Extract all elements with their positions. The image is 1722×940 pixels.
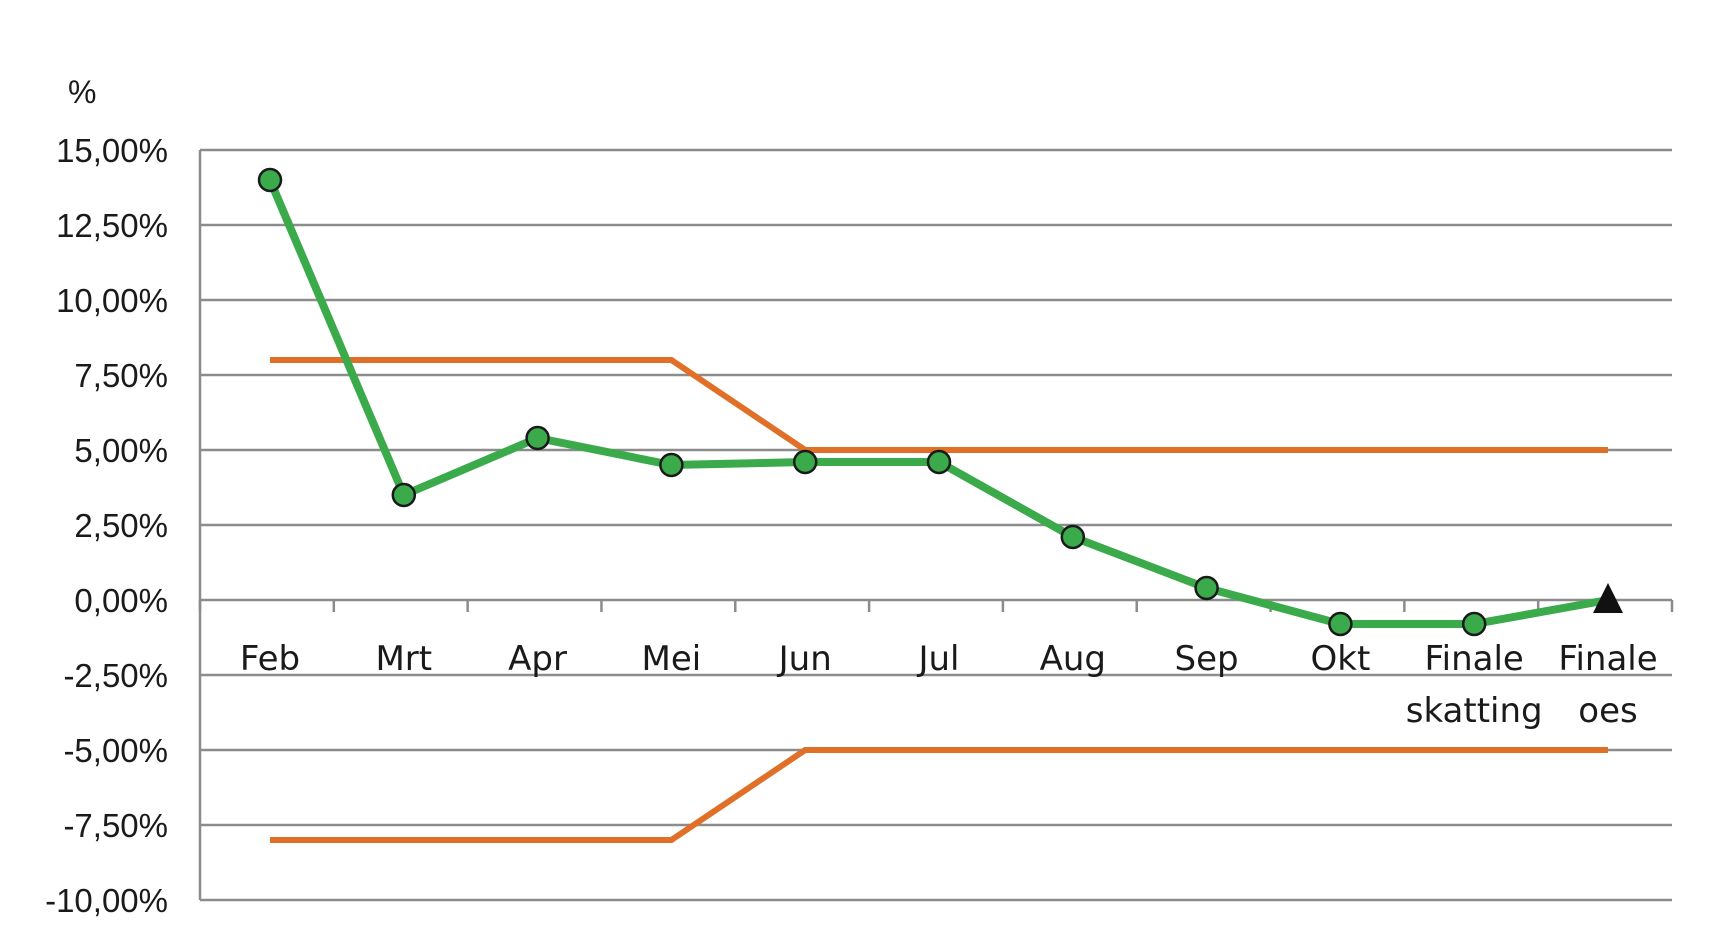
data-point xyxy=(391,482,417,508)
y-tick-label: -10,00% xyxy=(45,882,168,919)
x-tick-label: Finale xyxy=(1425,639,1524,679)
y-tick-label: 0,00% xyxy=(74,582,168,619)
data-point xyxy=(926,449,952,475)
axes xyxy=(198,150,1674,900)
final-triangle-marker xyxy=(1593,583,1623,613)
x-tick-label: Aug xyxy=(1040,639,1106,679)
x-tick-label: Mrt xyxy=(375,639,432,679)
data-point xyxy=(1461,611,1487,637)
x-tick-label: Finale xyxy=(1558,639,1657,679)
data-series xyxy=(257,167,1623,637)
gridlines xyxy=(200,148,1672,902)
x-tick-labels: Feb Mrt Apr Mei Jun Jul Aug Sep Okt Finale skattin… xyxy=(240,639,1658,731)
data-point xyxy=(1328,611,1353,637)
y-tick-label: 10,00% xyxy=(56,282,168,319)
y-axis-unit-label: % xyxy=(68,74,96,110)
y-tick-labels: 15,00% 12,50% 10,00% 7,50% 5,00% 2,50% 0,00% -2… xyxy=(45,132,168,919)
x-tick-label: skatting xyxy=(1406,691,1543,731)
data-point xyxy=(792,449,818,475)
y-tick-label: 15,00% xyxy=(56,132,168,169)
upper-bound-line xyxy=(270,357,1608,453)
lower-bound-line xyxy=(270,747,1608,843)
x-tick-label: Jul xyxy=(916,639,959,679)
y-tick-label: -5,00% xyxy=(63,732,168,769)
y-tick-label: 2,50% xyxy=(74,507,168,544)
data-point xyxy=(1060,524,1086,550)
y-tick-label: -7,50% xyxy=(63,807,168,844)
y-tick-label: 5,00% xyxy=(74,432,168,469)
x-tick-label: Mei xyxy=(642,639,702,679)
data-point xyxy=(257,167,283,193)
y-tick-label: 12,50% xyxy=(56,207,168,244)
data-point xyxy=(1194,575,1219,601)
x-tick-label: oes xyxy=(1578,691,1637,731)
data-point xyxy=(659,452,684,478)
y-tick-label: -2,50% xyxy=(63,657,168,694)
data-point xyxy=(525,425,550,451)
x-tick-label: Jun xyxy=(777,639,832,679)
x-tick-label: Sep xyxy=(1175,639,1239,679)
x-tick-label: Okt xyxy=(1311,639,1371,679)
y-tick-label: 7,50% xyxy=(74,357,168,394)
x-tick-label: Apr xyxy=(508,639,567,679)
x-tick-label: Feb xyxy=(240,639,300,679)
main-series-line xyxy=(266,176,1612,628)
